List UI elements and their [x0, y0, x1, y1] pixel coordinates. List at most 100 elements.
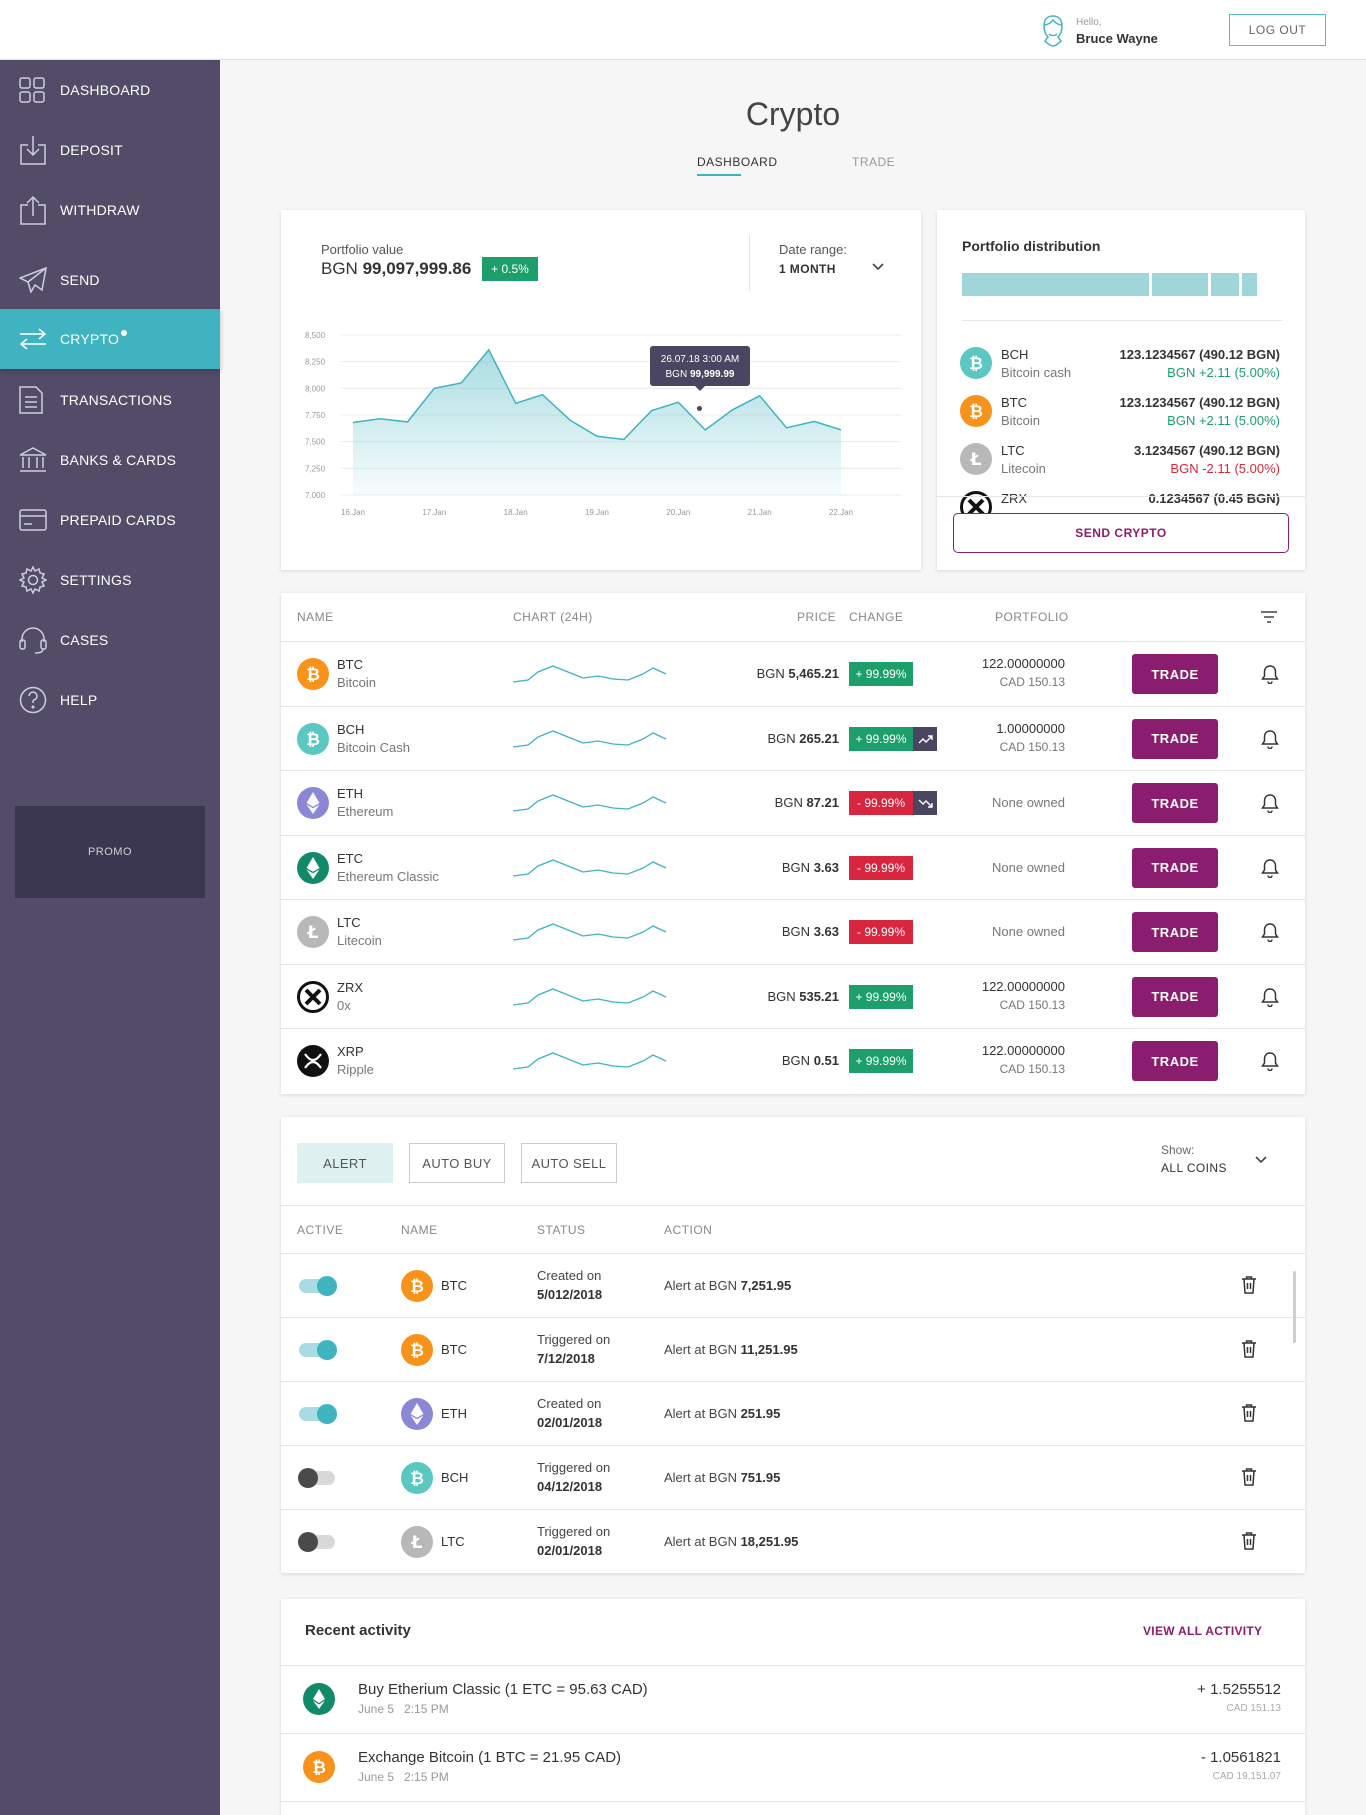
- trash-icon[interactable]: [1241, 1404, 1257, 1422]
- promo-banner[interactable]: PROMO: [15, 806, 205, 898]
- logout-button[interactable]: LOG OUT: [1229, 14, 1326, 46]
- distribution-segment[interactable]: [1210, 273, 1239, 296]
- x-tick-label: 22.Jan: [829, 508, 853, 517]
- sidebar-item-label: DASHBOARD: [60, 82, 151, 98]
- date-range-label: Date range:: [779, 242, 847, 257]
- change-badge: + 99.99%: [849, 1049, 913, 1073]
- send-crypto-button[interactable]: SEND CRYPTO: [953, 513, 1289, 553]
- tab-alert[interactable]: ALERT: [297, 1143, 393, 1183]
- tooltip-date: 26.07.18 3:00 AM: [660, 354, 740, 365]
- alert-status: Created on: [537, 1268, 602, 1283]
- active-toggle[interactable]: [299, 1276, 337, 1296]
- table-row[interactable]: ETH Ethereum BGN 87.21 - 99.99% None owned TR…: [281, 770, 1305, 834]
- trade-button[interactable]: TRADE: [1132, 976, 1218, 1017]
- col-header-action: ACTION: [664, 1223, 713, 1237]
- tab-auto-sell[interactable]: AUTO SELL: [521, 1143, 617, 1183]
- filter-icon[interactable]: [1260, 610, 1278, 624]
- svg-text:Ł: Ł: [307, 923, 319, 943]
- date-range-value[interactable]: 1 MONTH: [779, 262, 836, 276]
- distribution-segment[interactable]: [1151, 273, 1208, 296]
- trade-button[interactable]: TRADE: [1132, 783, 1218, 823]
- coin-symbol: BCH: [337, 721, 365, 737]
- withdraw-icon: [20, 195, 46, 225]
- table-row[interactable]: ZRX 0x BGN 535.21 + 99.99% 122.00000000 CAD 1…: [281, 963, 1305, 1028]
- alert-action-prefix: Alert at BGN: [664, 1406, 741, 1421]
- divider: [962, 320, 1282, 321]
- bell-icon[interactable]: [1261, 793, 1279, 813]
- sidebar-item-withdraw[interactable]: WITHDRAW: [0, 180, 220, 240]
- active-toggle[interactable]: [298, 1468, 335, 1488]
- trade-button[interactable]: TRADE: [1132, 654, 1218, 694]
- view-all-activity-link[interactable]: VIEW ALL ACTIVITY: [1143, 1624, 1263, 1638]
- chevron-down-icon[interactable]: [871, 262, 885, 272]
- sidebar-item-cases[interactable]: CASES: [0, 610, 220, 670]
- coin-symbol: ZRX: [337, 979, 363, 995]
- trade-button[interactable]: TRADE: [1132, 718, 1218, 759]
- sidebar-item-dashboard[interactable]: DASHBOARD: [0, 60, 220, 120]
- sidebar-item-deposit[interactable]: DEPOSIT: [0, 120, 220, 180]
- dist-symbol: BCH: [1001, 347, 1029, 362]
- sidebar-item-label: TRANSACTIONS: [60, 392, 173, 408]
- alert-date: 02/01/2018: [537, 1415, 603, 1430]
- alert-coin-symbol: BCH: [441, 1470, 469, 1485]
- distribution-bar[interactable]: [962, 273, 1282, 296]
- bell-icon[interactable]: [1261, 664, 1279, 684]
- distribution-segment[interactable]: [1241, 273, 1258, 296]
- trash-icon[interactable]: [1241, 1340, 1257, 1358]
- active-toggle[interactable]: [299, 1340, 337, 1360]
- table-row[interactable]: ₿ BCH Bitcoin Cash BGN 265.21 + 99.99% 1.0000…: [281, 705, 1305, 770]
- trash-icon[interactable]: [1241, 1532, 1257, 1550]
- trash-icon[interactable]: [1241, 1468, 1257, 1486]
- activity-title: Recent activity: [305, 1622, 411, 1639]
- table-row[interactable]: ₿ BTC Bitcoin BGN 5,465.21 + 99.99% 122.00000…: [281, 641, 1305, 705]
- sidebar-item-help[interactable]: HELP: [0, 670, 220, 730]
- trash-icon[interactable]: [1241, 1276, 1257, 1294]
- eth-coin-icon: [401, 1398, 433, 1430]
- show-label: Show:: [1161, 1143, 1195, 1157]
- tab-trade[interactable]: TRADE: [852, 155, 896, 169]
- tab-auto-buy[interactable]: AUTO BUY: [409, 1143, 505, 1183]
- distribution-segment[interactable]: [962, 273, 1149, 296]
- table-row[interactable]: ₿ BTC Triggered on 7/12/2018 Alert at BGN 11…: [281, 1317, 1305, 1381]
- sidebar-item-prepaid-cards[interactable]: PREPAID CARDS: [0, 490, 220, 550]
- table-row[interactable]: Ł LTC Triggered on 02/01/2018 Alert at BGN 1…: [281, 1509, 1305, 1573]
- distribution-list[interactable]: ₿ BCH Bitcoin cash 123.1234567 (490.12 B…: [937, 323, 1305, 523]
- scrollbar[interactable]: [1293, 1271, 1296, 1343]
- portfolio-change-badge: + 0.5%: [482, 257, 538, 281]
- chevron-down-icon[interactable]: [1254, 1155, 1268, 1165]
- table-row[interactable]: ETC Ethereum Classic BGN 3.63 - 99.99% None …: [281, 834, 1305, 899]
- table-row[interactable]: ₿ BTC Created on 5/012/2018 Alert at BGN 7,2…: [281, 1253, 1305, 1317]
- svg-text:₿: ₿: [410, 1469, 424, 1489]
- dist-amount: 0.1234567 (0.45 BGN): [1148, 491, 1280, 506]
- dist-symbol: BTC: [1001, 395, 1027, 410]
- bell-icon[interactable]: [1261, 858, 1279, 878]
- sidebar-item-send[interactable]: SEND: [0, 250, 220, 310]
- coin-price: 535.21: [799, 988, 839, 1004]
- active-toggle[interactable]: [299, 1404, 337, 1424]
- tab-dashboard[interactable]: DASHBOARD: [697, 155, 778, 169]
- portfolio-chart[interactable]: 8,500 8,250 8,000 7,750 7,500 7,250 7,000 16.Ja…: [281, 300, 921, 560]
- sidebar-item-banks-cards[interactable]: BANKS & CARDS: [0, 430, 220, 490]
- show-value[interactable]: ALL COINS: [1161, 1161, 1227, 1175]
- active-toggle[interactable]: [298, 1532, 335, 1552]
- sidebar-item-transactions[interactable]: TRANSACTIONS: [0, 370, 220, 430]
- trade-button[interactable]: TRADE: [1132, 847, 1218, 888]
- bell-icon[interactable]: [1261, 729, 1279, 749]
- bell-icon[interactable]: [1261, 987, 1279, 1007]
- chart-line: [352, 348, 842, 441]
- table-row[interactable]: Ł LTC Litecoin BGN 3.63 - 99.99% None owned TR…: [281, 899, 1305, 963]
- trade-button[interactable]: TRADE: [1132, 1041, 1218, 1081]
- change-badge: - 99.99%: [849, 920, 913, 944]
- bell-icon[interactable]: [1261, 922, 1279, 942]
- sidebar-item-crypto[interactable]: CRYPTO: [0, 309, 220, 369]
- alert-action-prefix: Alert at BGN: [664, 1278, 741, 1293]
- dist-change: BGN +2.11 (5.00%): [1167, 365, 1280, 380]
- bell-icon[interactable]: [1261, 1051, 1279, 1071]
- table-row[interactable]: XRP Ripple BGN 0.51 + 99.99% 122.00000000 CAD…: [281, 1028, 1305, 1092]
- table-row[interactable]: ETH Created on 02/01/2018 Alert at BGN 251.…: [281, 1381, 1305, 1445]
- trade-button[interactable]: TRADE: [1132, 912, 1218, 952]
- table-row[interactable]: ₿ BCH Triggered on 04/12/2018 Alert at BGN 7…: [281, 1445, 1305, 1509]
- coin-symbol: BTC: [337, 657, 363, 672]
- sidebar-item-settings[interactable]: SETTINGS: [0, 550, 220, 610]
- notification-dot: [121, 330, 128, 336]
